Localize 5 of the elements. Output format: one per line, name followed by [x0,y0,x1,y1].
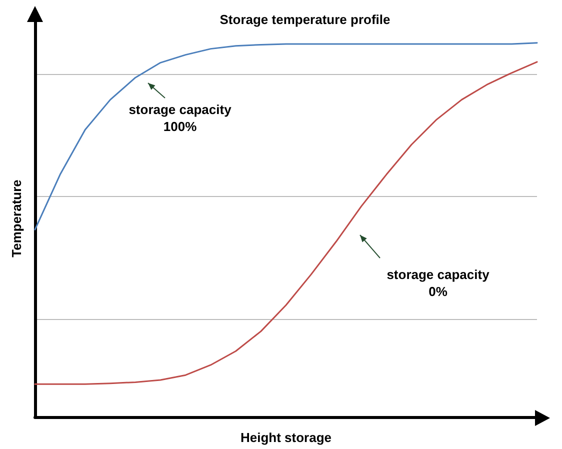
chart-title: Storage temperature profile [220,12,390,27]
annotation: storage capacity 100% [128,102,232,134]
annotation: storage capacity 0% [386,267,490,299]
y-axis-title: Temperature [9,180,24,258]
x-axis-title: Height storage [240,430,332,445]
